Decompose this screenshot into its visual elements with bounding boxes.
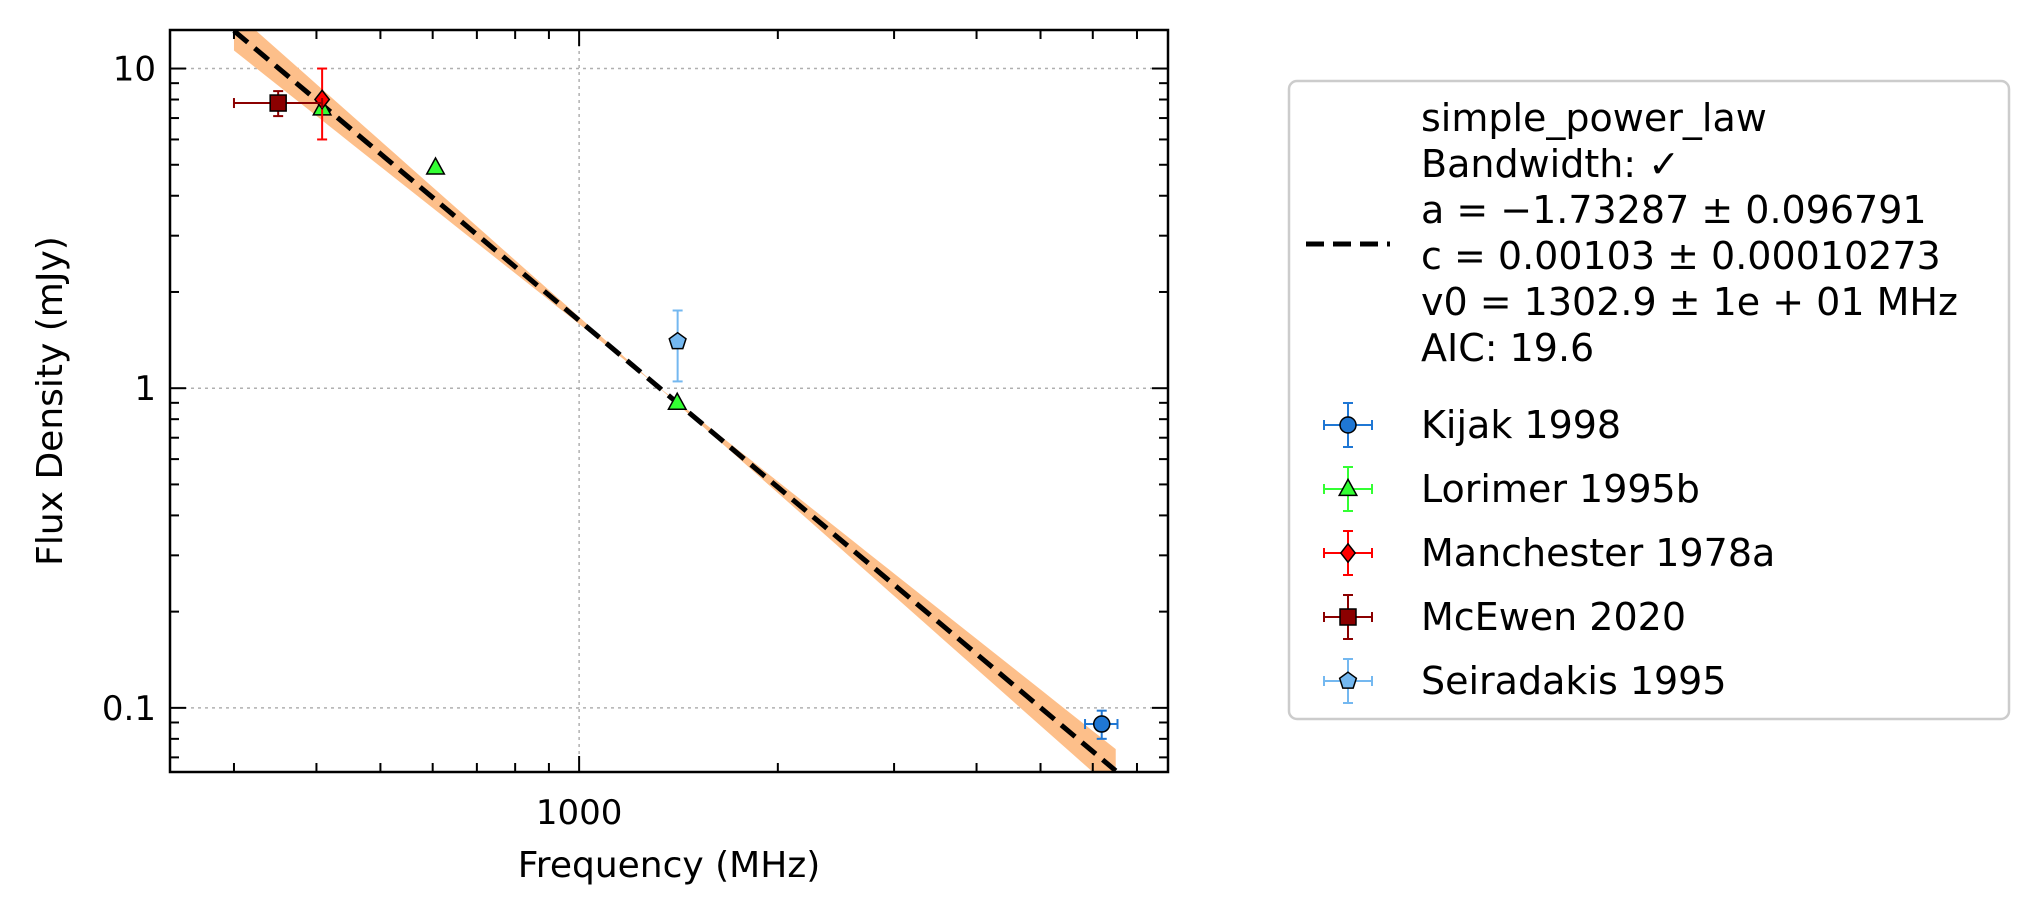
data-point	[667, 391, 688, 410]
plot-frame	[168, 28, 1170, 774]
legend-entry-label: Manchester 1978a	[1421, 531, 1775, 575]
legend-frame	[1287, 79, 2011, 721]
legend-entry: Lorimer 1995b	[1323, 466, 1700, 512]
y-axis-label: Flux Density (mJy)	[30, 236, 71, 566]
tick-labels: 1000 0.1 1 10	[102, 50, 622, 833]
legend-marker-icon	[1338, 671, 1358, 689]
data-point	[668, 331, 687, 350]
legend-marker-icon	[1339, 416, 1357, 434]
legend-entry-label: Seiradakis 1995	[1421, 659, 1727, 703]
legend-entry-label: Kijak 1998	[1421, 403, 1621, 447]
legend-entry: Seiradakis 1995	[1323, 658, 1727, 704]
legend-marker-icon	[1339, 608, 1357, 626]
legend-fit-text-line: Bandwidth: ✓	[1421, 142, 1680, 186]
grid-lines	[170, 30, 1168, 772]
y-tick-label: 1	[134, 369, 156, 409]
data-points	[232, 67, 1119, 740]
data-point	[269, 94, 287, 112]
data-point	[425, 156, 446, 175]
legend-fit-text-line: c = 0.00103 ± 0.00010273	[1421, 234, 1941, 278]
legend-marker-icon	[1337, 477, 1359, 497]
legend-entry: McEwen 2020	[1323, 594, 1686, 640]
data-point	[1092, 715, 1111, 733]
y-tick-label: 10	[113, 50, 156, 90]
y-tick-label: 0.1	[102, 689, 156, 729]
legend-marker-icon	[1339, 542, 1357, 564]
legend-fit-text-line: a = −1.73287 ± 0.096791	[1421, 188, 1927, 232]
legend-entry-label: McEwen 2020	[1421, 595, 1686, 639]
legend-entry-label: Lorimer 1995b	[1421, 467, 1700, 511]
legend-series: Kijak 1998 Lorimer 1995b Manchester 1978a M…	[1323, 402, 1775, 704]
x-tick-label: 1000	[536, 793, 623, 833]
legend-fit-text-line: AIC: 19.6	[1421, 326, 1594, 370]
legend-fit-text-line: v0 = 1302.9 ± 1e + 01 MHz	[1421, 280, 1958, 324]
legend-entry: Kijak 1998	[1323, 402, 1621, 448]
x-axis-label: Frequency (MHz)	[518, 845, 821, 886]
legend-fit-text-line: simple_power_law	[1421, 96, 1767, 140]
axis-ticks	[170, 30, 1168, 772]
legend-entry: Manchester 1978a	[1323, 530, 1775, 576]
